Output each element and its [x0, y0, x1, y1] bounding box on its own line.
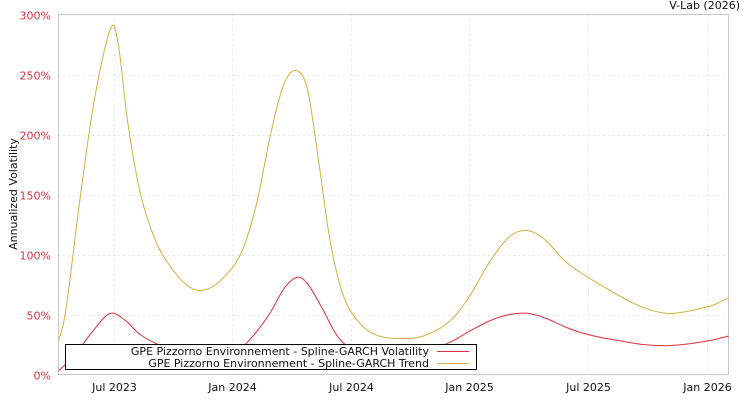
legend-label-volatility: GPE Pizzorno Environnement - Spline-GARC… [131, 345, 430, 358]
y-axis: 0% 50% 100% 150% 200% 250% 300% [20, 10, 51, 383]
series-lines [58, 24, 729, 372]
watermark: V-Lab (2026) [669, 0, 740, 12]
plot-frame [58, 14, 729, 375]
y-tick-label: 200% [20, 130, 51, 143]
x-tick-label: Jan 2024 [207, 381, 256, 394]
x-tick-label: Jul 2023 [91, 381, 137, 394]
y-tick-label: 100% [20, 250, 51, 263]
grid [58, 14, 729, 375]
x-axis: Jul 2023 Jan 2024 Jul 2024 Jan 2025 Jul 2025… [91, 381, 732, 394]
legend-label-trend: GPE Pizzorno Environnement - Spline-GARC… [148, 357, 429, 370]
x-tick-label: Jan 2026 [682, 381, 731, 394]
y-tick-label: 150% [20, 190, 51, 203]
x-tick-label: Jul 2025 [565, 381, 611, 394]
y-axis-label: Annualized Volatility [7, 138, 20, 250]
legend: GPE Pizzorno Environnement - Spline-GARC… [65, 344, 477, 370]
x-tick-label: Jan 2025 [444, 381, 493, 394]
y-tick-label: 0% [34, 370, 51, 383]
y-tick-label: 50% [27, 310, 51, 323]
x-tick-label: Jul 2024 [328, 381, 374, 394]
y-tick-label: 300% [20, 10, 51, 23]
y-tick-label: 250% [20, 70, 51, 83]
trend-line [58, 24, 729, 342]
